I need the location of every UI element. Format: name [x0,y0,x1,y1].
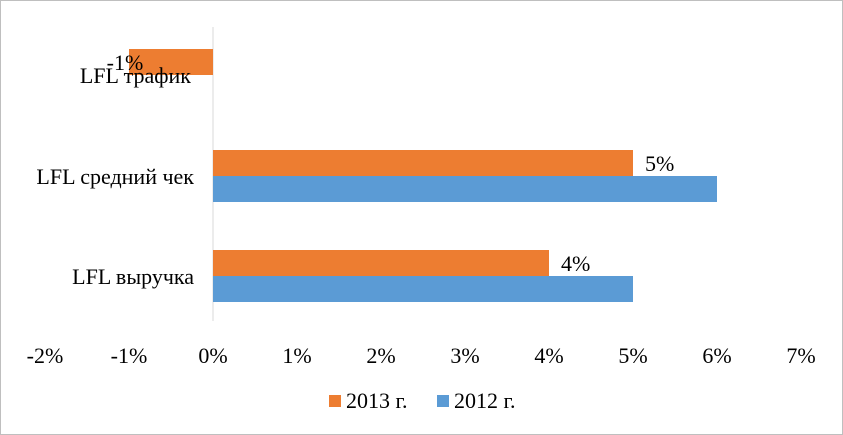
x-tick-label-7: 5% [618,343,647,368]
legend-swatch-1 [437,395,449,407]
x-tick-label-0: -2% [27,343,64,368]
x-tick-label-8: 6% [702,343,731,368]
x-tick-label-1: -1% [111,343,148,368]
x-tick-label-2: 0% [198,343,227,368]
data-label-cat-2: -1% [107,50,144,75]
legend-label-0: 2013 г. [346,388,408,413]
legend-label-1: 2012 г. [454,388,516,413]
bar-series-2012-cat-1 [213,176,717,202]
category-label-2: LFL трафик [80,63,191,88]
category-label-1: LFL средний чек [36,164,194,189]
bar-series-2013-cat-1 [213,150,633,176]
legend-swatch-0 [329,395,341,407]
x-tick-label-6: 4% [534,343,563,368]
bar-series-2012-cat-0 [213,276,633,302]
x-tick-label-5: 3% [450,343,479,368]
x-tick-label-9: 7% [786,343,815,368]
x-tick-label-4: 2% [366,343,395,368]
bar-series-2013-cat-2 [129,49,213,75]
category-label-0: LFL выручка [72,264,194,289]
data-label-cat-1: 5% [645,151,674,176]
x-tick-label-3: 1% [282,343,311,368]
data-label-cat-0: 4% [561,251,590,276]
bar-series-2013-cat-0 [213,250,549,276]
